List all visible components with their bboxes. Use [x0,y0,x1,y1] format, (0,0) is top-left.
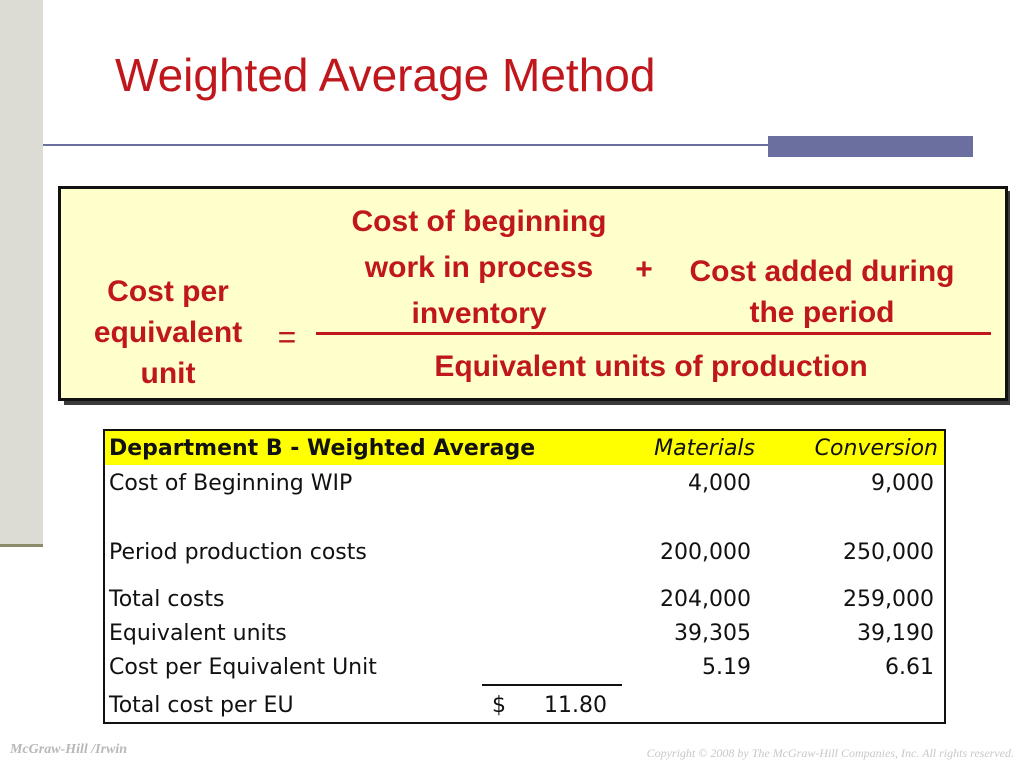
formula-equals-sign: = [267,321,307,353]
table-total-currency: $ [492,693,506,718]
formula-numerator-line: Cost added during [667,251,977,292]
table-row-label: Cost of Beginning WIP [109,471,352,496]
formula-fraction-bar [316,332,991,335]
formula-numerator-line: the period [667,292,977,333]
title-accent-block [768,136,973,157]
table-cell-materials: 200,000 [605,540,751,565]
formula-lhs: Cost per equivalent unit [83,271,253,394]
formula-lhs-line: equivalent [83,312,253,353]
footer-publisher: McGraw-Hill /Irwin [10,742,127,758]
title-underline [43,144,769,146]
table-cell-conversion: 9,000 [785,471,934,496]
left-band-rule [0,544,43,547]
table-cell-conversion: 39,190 [785,621,934,646]
table-row-label: Equivalent units [109,621,287,646]
slide-title: Weighted Average Method [115,48,655,102]
table-total-value: 11.80 [525,693,607,718]
table-row-label: Period production costs [109,540,367,565]
table-header-label: Department B - Weighted Average [109,436,535,461]
formula-plus-sign: + [629,255,659,285]
formula-box: Cost per equivalent unit = Cost of begin… [58,186,1008,401]
table-cell-materials: 39,305 [605,621,751,646]
formula-lhs-line: unit [83,353,253,394]
table-header-materials: Materials [605,436,755,461]
formula-numerator-line: Cost of beginning [319,199,639,245]
table-cell-materials: 204,000 [605,587,751,612]
table-header-conversion: Conversion [785,436,938,461]
footer-copyright: Copyright © 2008 by The McGraw-Hill Comp… [647,746,1014,761]
formula-lhs-line: Cost per [83,271,253,312]
formula-numerator-line: inventory [319,291,639,337]
table-total-label: Total cost per EU [109,693,294,718]
table-cell-materials: 4,000 [605,471,751,496]
table-row-label: Total costs [109,587,224,612]
table-cell-conversion: 250,000 [785,540,934,565]
cost-table: Department B - Weighted Average Material… [103,429,946,724]
table-cell-materials: 5.19 [605,655,751,680]
formula-numerator-cost-added: Cost added during the period [667,251,977,333]
table-row-label: Cost per Equivalent Unit [109,655,377,680]
left-decorative-band [0,0,43,546]
table-cell-conversion: 6.61 [785,655,934,680]
formula-numerator-line: work in process [319,245,639,291]
total-separator-line [482,684,622,686]
table-cell-conversion: 259,000 [785,587,934,612]
formula-denominator: Equivalent units of production [361,352,941,382]
formula-numerator-beginning-wip: Cost of beginning work in process invent… [319,199,639,337]
